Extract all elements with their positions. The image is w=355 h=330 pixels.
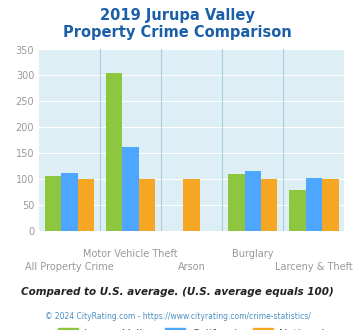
- Bar: [289, 189, 306, 231]
- Text: All Property Crime: All Property Crime: [25, 262, 114, 272]
- Text: Motor Vehicle Theft: Motor Vehicle Theft: [83, 249, 178, 259]
- Text: Compared to U.S. average. (U.S. average equals 100): Compared to U.S. average. (U.S. average …: [21, 287, 334, 297]
- Text: Burglary: Burglary: [232, 249, 273, 259]
- Bar: [122, 147, 139, 231]
- Bar: [322, 179, 339, 231]
- Text: Larceny & Theft: Larceny & Theft: [275, 262, 353, 272]
- Bar: [45, 176, 61, 231]
- Bar: [78, 179, 94, 231]
- Bar: [261, 179, 278, 231]
- Text: Property Crime Comparison: Property Crime Comparison: [63, 25, 292, 40]
- Bar: [106, 73, 122, 231]
- Bar: [184, 179, 200, 231]
- Legend: Jurupa Valley, California, National: Jurupa Valley, California, National: [54, 324, 330, 330]
- Text: 2019 Jurupa Valley: 2019 Jurupa Valley: [100, 8, 255, 23]
- Bar: [245, 171, 261, 231]
- Bar: [61, 173, 78, 231]
- Bar: [228, 174, 245, 231]
- Text: © 2024 CityRating.com - https://www.cityrating.com/crime-statistics/: © 2024 CityRating.com - https://www.city…: [45, 312, 310, 321]
- Bar: [306, 178, 322, 231]
- Text: Arson: Arson: [178, 262, 206, 272]
- Bar: [139, 179, 155, 231]
